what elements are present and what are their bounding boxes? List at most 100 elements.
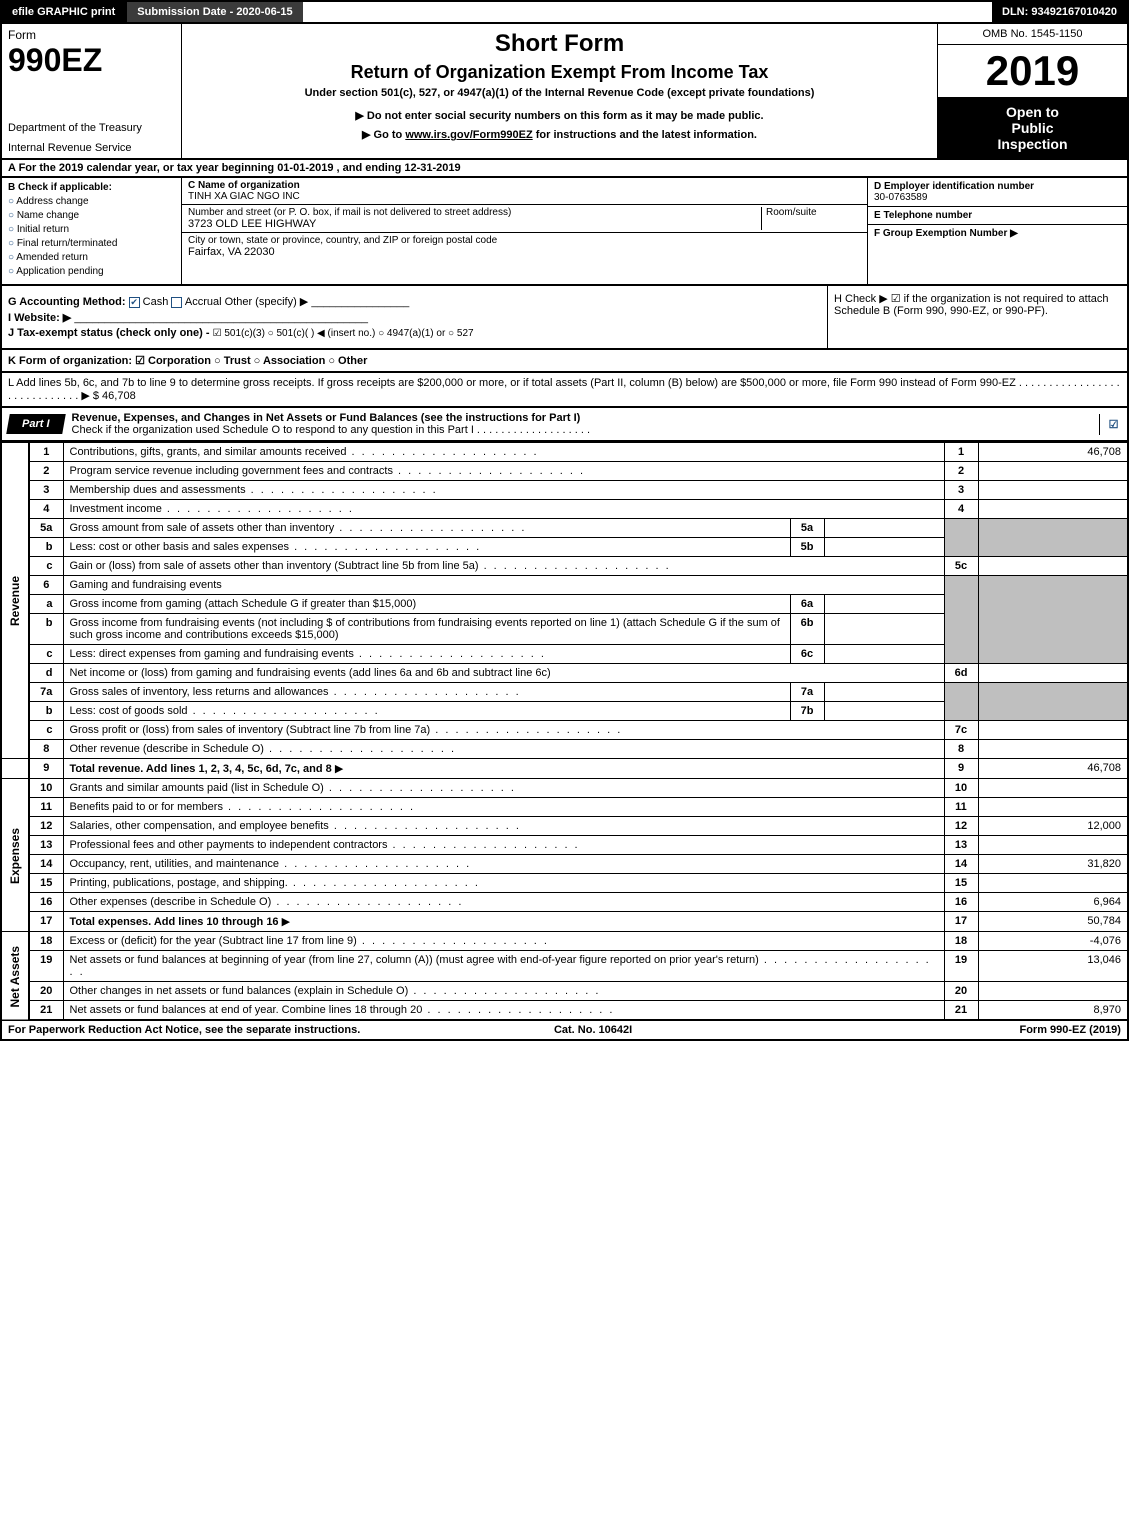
header-left: Form 990EZ Department of the Treasury In…	[2, 24, 182, 158]
part1-tab: Part I	[22, 418, 50, 430]
gross-receipts: $ 46,708	[93, 390, 136, 402]
line-5b: Less: cost or other basis and sales expe…	[63, 538, 790, 557]
line-11: Benefits paid to or for members	[63, 798, 944, 817]
part1-table: Revenue 1Contributions, gifts, grants, a…	[0, 442, 1129, 1021]
line-8: Other revenue (describe in Schedule O)	[63, 740, 944, 759]
line-6d: Net income or (loss) from gaming and fun…	[63, 664, 944, 683]
line-14-val: 31,820	[978, 855, 1128, 874]
line-19: Net assets or fund balances at beginning…	[63, 951, 944, 982]
col-def: D Employer identification number 30-0763…	[867, 178, 1127, 284]
line-6b: Gross income from fundraising events (no…	[63, 614, 790, 645]
line-7a: Gross sales of inventory, less returns a…	[63, 683, 790, 702]
chk-final-return[interactable]: Final return/terminated	[8, 238, 175, 249]
col-b-checkboxes: B Check if applicable: Address change Na…	[2, 178, 182, 284]
line-12-val: 12,000	[978, 817, 1128, 836]
part1-schedule-o-checkbox[interactable]: ☑	[1099, 414, 1127, 435]
row-a-tax-year: A For the 2019 calendar year, or tax yea…	[0, 160, 1129, 178]
line-14: Occupancy, rent, utilities, and maintena…	[63, 855, 944, 874]
line-2: Program service revenue including govern…	[63, 462, 944, 481]
chk-name-change[interactable]: Name change	[8, 210, 175, 221]
row-k-org-type: K Form of organization: ☑ Corporation ○ …	[0, 350, 1129, 373]
line-19-val: 13,046	[978, 951, 1128, 982]
side-expenses: Expenses	[1, 779, 29, 932]
line-6: Gaming and fundraising events	[63, 576, 944, 595]
chk-initial-return[interactable]: Initial return	[8, 224, 175, 235]
phone-cell: E Telephone number	[868, 207, 1127, 225]
city: Fairfax, VA 22030	[188, 246, 861, 258]
form-label: Form	[8, 28, 175, 42]
group-exemption-cell: F Group Exemption Number ▶	[868, 225, 1127, 242]
header-right: OMB No. 1545-1150 2019 Open to Public In…	[937, 24, 1127, 158]
b-header: B Check if applicable:	[8, 182, 175, 193]
line-21: Net assets or fund balances at end of ye…	[63, 1001, 944, 1021]
line-18: Excess or (deficit) for the year (Subtra…	[63, 932, 944, 951]
line-3: Membership dues and assessments	[63, 481, 944, 500]
line-9-val: 46,708	[978, 759, 1128, 779]
line-17: Total expenses. Add lines 10 through 16	[63, 912, 944, 932]
line-17-val: 50,784	[978, 912, 1128, 932]
tax-year: 2019	[938, 45, 1127, 98]
irs-link[interactable]: www.irs.gov/Form990EZ	[405, 129, 532, 141]
line-16: Other expenses (describe in Schedule O)	[63, 893, 944, 912]
street: 3723 OLD LEE HIGHWAY	[188, 218, 761, 230]
line-9: Total revenue. Add lines 1, 2, 3, 4, 5c,…	[63, 759, 944, 779]
chk-amended-return[interactable]: Amended return	[8, 252, 175, 263]
line-16-val: 6,964	[978, 893, 1128, 912]
city-cell: City or town, state or province, country…	[182, 233, 867, 260]
line-13: Professional fees and other payments to …	[63, 836, 944, 855]
side-revenue: Revenue	[1, 443, 29, 759]
instructions-link: ▶ Go to www.irs.gov/Form990EZ for instru…	[188, 128, 931, 141]
topbar: efile GRAPHIC print Submission Date - 20…	[0, 0, 1129, 24]
header-center: Short Form Return of Organization Exempt…	[182, 24, 937, 158]
subtitle: Return of Organization Exempt From Incom…	[188, 62, 931, 83]
line-15: Printing, publications, postage, and shi…	[63, 874, 944, 893]
org-name-cell: C Name of organization TINH XA GIAC NGO …	[182, 178, 867, 205]
ein-cell: D Employer identification number 30-0763…	[868, 178, 1127, 207]
dln: DLN: 93492167010420	[992, 2, 1127, 22]
chk-application-pending[interactable]: Application pending	[8, 266, 175, 277]
line-6c: Less: direct expenses from gaming and fu…	[63, 645, 790, 664]
street-cell: Number and street (or P. O. box, if mail…	[182, 205, 867, 233]
line-20: Other changes in net assets or fund bala…	[63, 982, 944, 1001]
g-accounting: G Accounting Method: ✔ Cash Accrual Othe…	[2, 286, 827, 348]
h-schedule-b: H Check ▶ ☑ if the organization is not r…	[827, 286, 1127, 348]
side-net-assets: Net Assets	[1, 932, 29, 1021]
omb-number: OMB No. 1545-1150	[938, 24, 1127, 45]
inspection-badge: Open to Public Inspection	[938, 98, 1127, 158]
part1-header: Part I Revenue, Expenses, and Changes in…	[0, 408, 1129, 442]
department: Department of the Treasury	[8, 122, 175, 134]
form-id: Form 990-EZ (2019)	[1019, 1024, 1120, 1036]
ein: 30-0763589	[874, 192, 927, 203]
title: Short Form	[188, 30, 931, 58]
row-l-gross-receipts: L Add lines 5b, 6c, and 7b to line 9 to …	[0, 373, 1129, 408]
line-7c: Gross profit or (loss) from sales of inv…	[63, 721, 944, 740]
identification-block: B Check if applicable: Address change Na…	[0, 178, 1129, 286]
line-6a: Gross income from gaming (attach Schedul…	[63, 595, 790, 614]
submission-date: Submission Date - 2020-06-15	[127, 2, 302, 22]
irs: Internal Revenue Service	[8, 142, 175, 154]
row-gh: G Accounting Method: ✔ Cash Accrual Othe…	[0, 286, 1129, 350]
line-5c: Gain or (loss) from sale of assets other…	[63, 557, 944, 576]
footer: For Paperwork Reduction Act Notice, see …	[0, 1021, 1129, 1041]
efile-print-button[interactable]: efile GRAPHIC print	[2, 2, 127, 22]
line-1-val: 46,708	[978, 443, 1128, 462]
org-name: TINH XA GIAC NGO INC	[188, 191, 861, 202]
cat-no: Cat. No. 10642I	[554, 1024, 632, 1036]
line-7b: Less: cost of goods sold	[63, 702, 790, 721]
part1-title: Revenue, Expenses, and Changes in Net As…	[64, 408, 1099, 440]
chk-accrual[interactable]	[171, 297, 182, 308]
col-name-address: C Name of organization TINH XA GIAC NGO …	[182, 178, 867, 284]
line-21-val: 8,970	[978, 1001, 1128, 1021]
form-number: 990EZ	[8, 42, 175, 79]
line-12: Salaries, other compensation, and employ…	[63, 817, 944, 836]
ssn-notice: ▶ Do not enter social security numbers o…	[188, 109, 931, 122]
room-suite: Room/suite	[761, 207, 861, 230]
line-4: Investment income	[63, 500, 944, 519]
line-18-val: -4,076	[978, 932, 1128, 951]
chk-cash[interactable]: ✔	[129, 297, 140, 308]
chk-address-change[interactable]: Address change	[8, 196, 175, 207]
line-10: Grants and similar amounts paid (list in…	[63, 779, 944, 798]
line-5a: Gross amount from sale of assets other t…	[63, 519, 790, 538]
line-1: Contributions, gifts, grants, and simila…	[63, 443, 944, 462]
under-section: Under section 501(c), 527, or 4947(a)(1)…	[188, 87, 931, 99]
